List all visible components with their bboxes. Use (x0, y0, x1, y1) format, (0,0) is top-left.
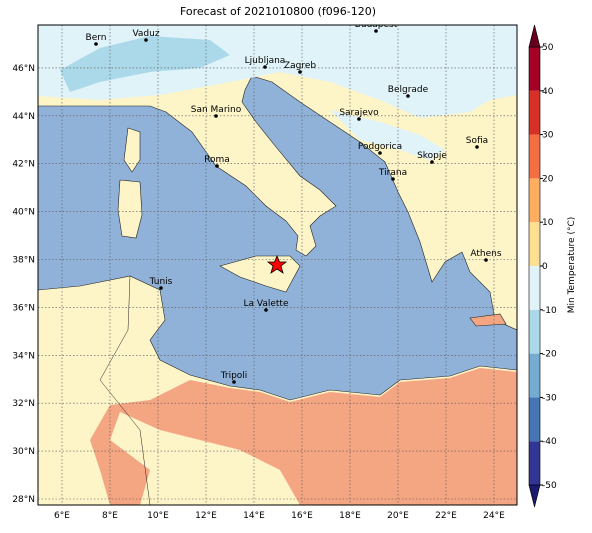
colorbar-band (529, 266, 540, 310)
colorbar-tick-label: 20 (542, 174, 554, 184)
title: Forecast of 2021010800 (f096-120) (180, 5, 376, 18)
city-label: Sarajevo (339, 108, 379, 118)
colorbar-tick-label: -30 (542, 393, 557, 403)
warm-zone (90, 368, 517, 505)
x-tick-label: 10°E (147, 511, 169, 521)
y-tick-label: 30°N (12, 447, 35, 457)
colorbar-tick-label: -20 (542, 350, 557, 360)
x-tick-label: 14°E (243, 511, 265, 521)
map-frame (37, 24, 518, 506)
y-tick-label: 28°N (12, 495, 35, 505)
city-label: Podgorica (358, 142, 402, 152)
city-label: Roma (204, 155, 230, 165)
colorbar-band (529, 47, 540, 91)
city-label: La Valette (244, 299, 289, 309)
colorbar-band (529, 222, 540, 266)
colorbar-tick-label: -50 (542, 481, 557, 491)
alpine-zone (60, 36, 230, 92)
colorbar-band (529, 309, 540, 354)
city-label: Tripoli (220, 371, 248, 381)
x-tick-label: 22°E (435, 511, 457, 521)
city-label: Ljubljana (245, 56, 286, 66)
city-dot (475, 145, 479, 149)
colorbar-band (529, 397, 540, 442)
colorbar: -50 -40 -30 -20 -10 0 10 20 30 40 50 (528, 24, 557, 508)
x-tick-label: 16°E (291, 511, 313, 521)
city-dot (214, 114, 218, 118)
colorbar-tick-label: -10 (542, 306, 557, 316)
city-label: Athens (470, 249, 501, 259)
y-tick-label: 46°N (12, 64, 35, 74)
x-tick-label: 18°E (339, 511, 361, 521)
crete (469, 313, 507, 327)
borders (99, 275, 151, 505)
colorbar-under (528, 484, 541, 508)
colorbar-tick-label: 30 (542, 131, 554, 141)
sardinia (117, 179, 143, 239)
city-label: Budapest (355, 20, 398, 30)
colorbar-band (529, 90, 540, 135)
city-label: Tirana (378, 168, 407, 178)
city-dot (232, 380, 236, 384)
city-label: Belgrade (388, 85, 429, 95)
y-tick-label: 34°N (12, 351, 35, 361)
colorbar-band (529, 178, 540, 223)
city-label: Sofia (466, 136, 488, 146)
y-tick-label: 36°N (12, 303, 35, 313)
city-dot (430, 160, 434, 164)
colorbar-band (529, 353, 540, 398)
colorbar-tick-label: 0 (542, 262, 548, 272)
city-dot (263, 65, 267, 69)
colorbar-tick-label: -40 (542, 437, 557, 447)
colorbar-over (528, 24, 541, 48)
balkan-cold (330, 110, 445, 160)
city-dot (159, 286, 163, 290)
city-dot (484, 258, 488, 262)
corsica (123, 127, 141, 173)
colorbar-tick-label: 10 (542, 218, 554, 228)
y-tick-label: 32°N (12, 399, 35, 409)
axes: 6°E 8°E 10°E 12°E 14°E 16°E 18°E 20°E 22°E 24°E 28… (12, 64, 505, 521)
colorbar-band (529, 134, 540, 179)
city-dot (374, 29, 378, 33)
city-dot (264, 308, 268, 312)
city-dot (406, 94, 410, 98)
city-dot (298, 70, 302, 74)
city-label: Zagreb (284, 61, 316, 71)
city-label: Skopje (417, 151, 447, 161)
x-tick-label: 20°E (387, 511, 409, 521)
x-tick-label: 12°E (195, 511, 217, 521)
y-tick-label: 44°N (12, 112, 35, 122)
colorbar-tick-label: 40 (542, 87, 554, 97)
star-marker (266, 254, 288, 274)
x-tick-label: 6°E (54, 511, 70, 521)
city-label: Bern (86, 33, 107, 43)
city-label: Vaduz (132, 29, 159, 39)
city-dot (378, 151, 382, 155)
colorbar-band (529, 441, 540, 485)
x-tick-label: 24°E (483, 511, 505, 521)
y-tick-label: 38°N (12, 256, 35, 266)
city-dot (357, 117, 361, 121)
y-tick-label: 42°N (12, 160, 35, 170)
city-dot (391, 177, 395, 181)
graticule (38, 25, 517, 505)
city-label: Tunis (149, 277, 173, 287)
city-dot (94, 42, 98, 46)
city-dot (215, 164, 219, 168)
x-tick-label: 8°E (102, 511, 118, 521)
colorbar-label: Min Temperature (°C) (567, 217, 577, 314)
city-label: San Marino (191, 105, 242, 115)
city-dot (144, 38, 148, 42)
y-tick-label: 40°N (12, 208, 35, 218)
colorbar-tick-label: 50 (542, 43, 554, 53)
